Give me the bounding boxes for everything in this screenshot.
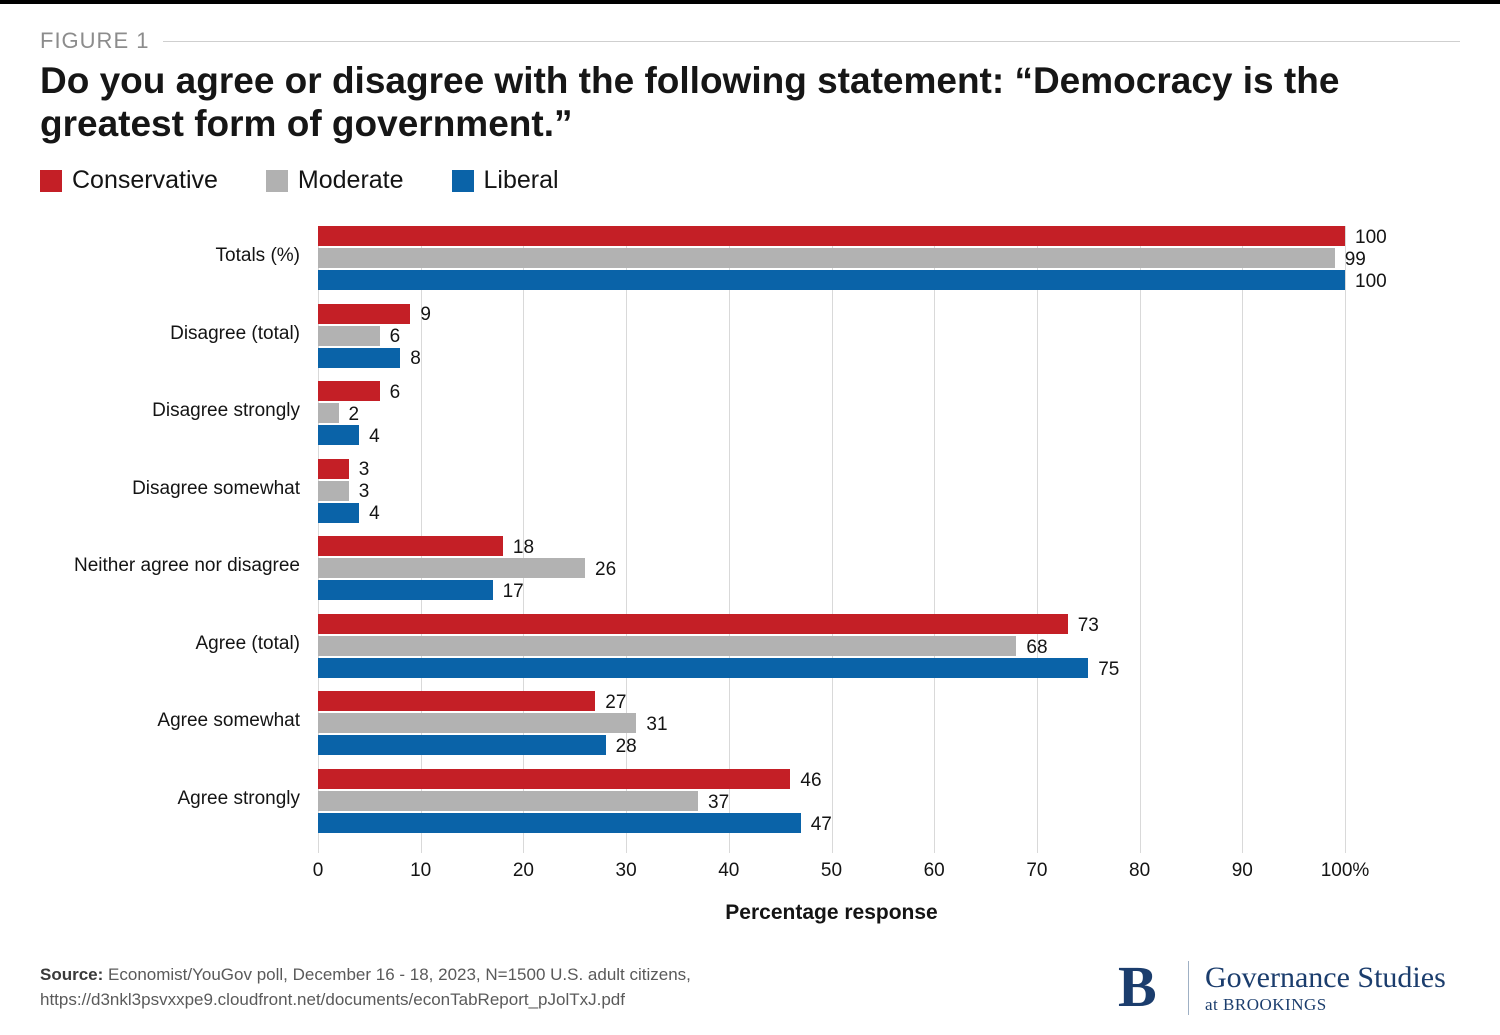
svg-text:B: B: [1118, 960, 1157, 1016]
